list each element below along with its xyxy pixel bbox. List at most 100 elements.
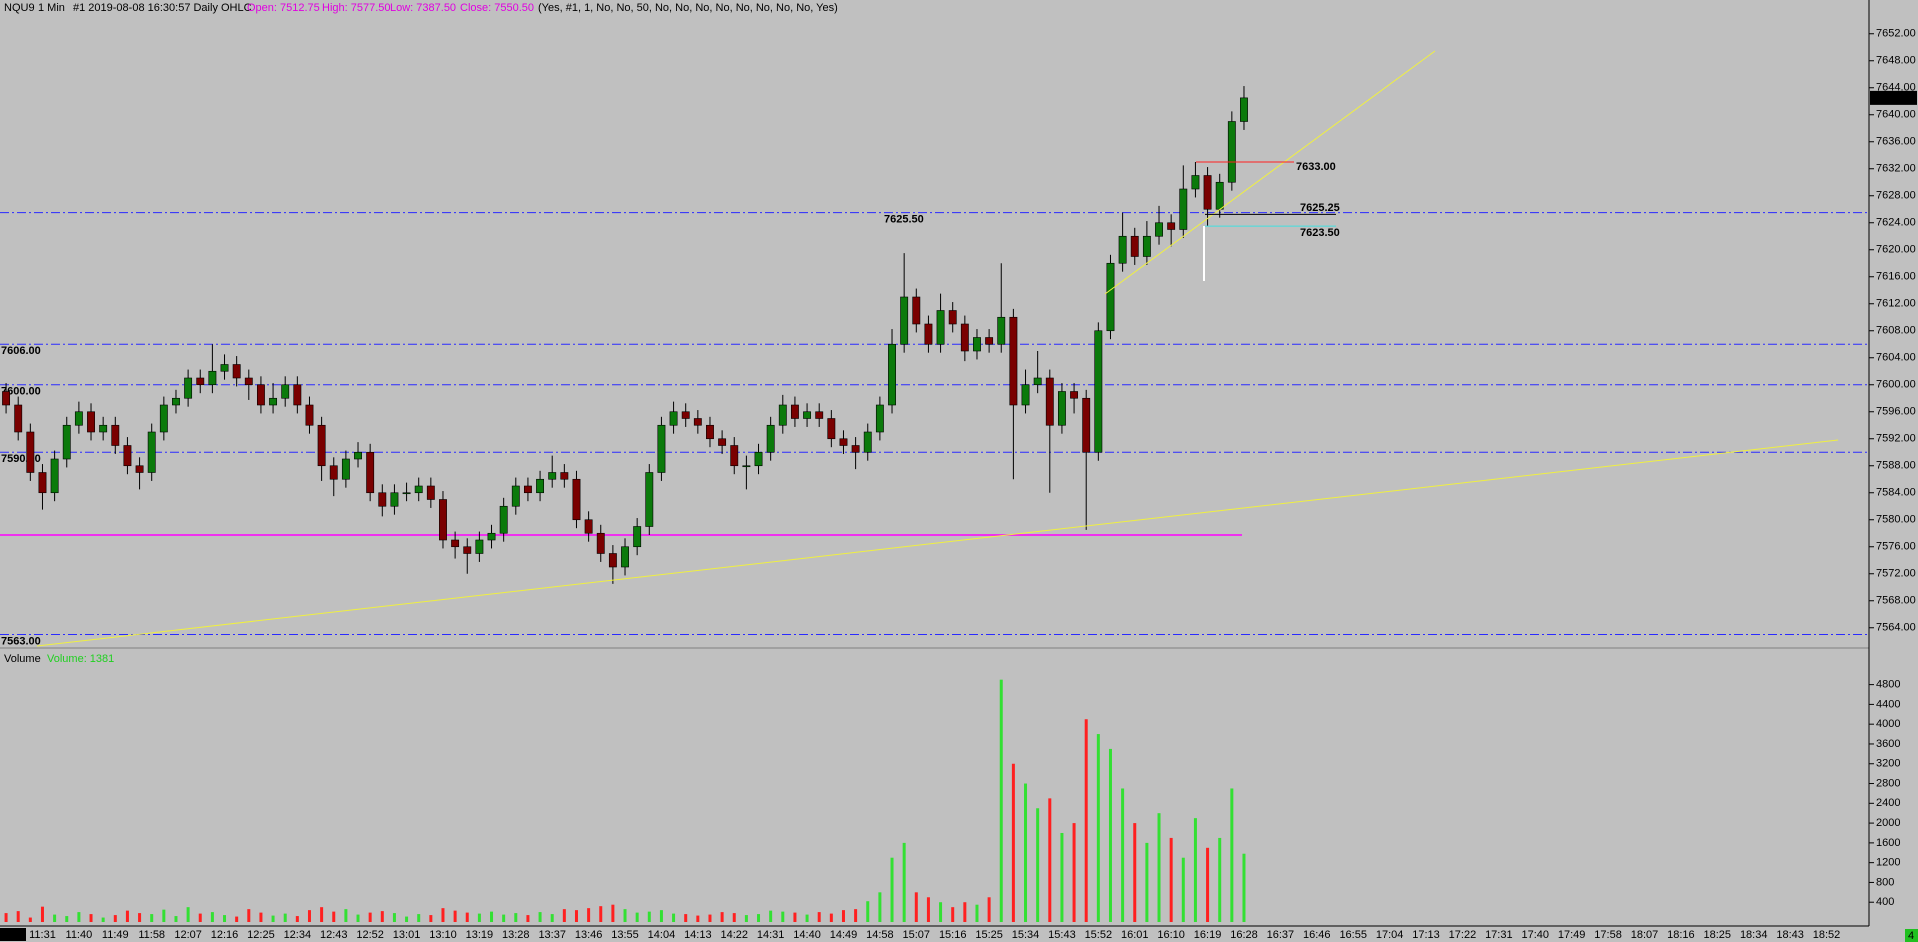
candle-body [766,424,775,453]
x-tick-label: 13:28 [502,929,530,941]
x-tick-label: 17:31 [1485,929,1513,941]
volume-bar [40,906,44,922]
x-tick-label: 16:55 [1339,929,1367,941]
volume-bar [1206,847,1210,922]
candle-body [463,546,472,554]
candle-body [948,310,957,325]
y-tick-label: 4400 [1876,698,1900,710]
volume-bar [538,912,542,922]
volume-bar [368,912,372,922]
y-tick-label: 7632.00 [1876,163,1916,175]
symbol: NQU9 [4,2,35,14]
y-tick-label: 7596.00 [1876,406,1916,418]
volume-bar [1157,813,1161,922]
marker-label: 7633.00 [1296,161,1336,173]
x-tick-label: 18:52 [1813,929,1841,941]
y-tick-label: 4000 [1876,718,1900,730]
volume-bar [198,913,202,922]
y-tick-label: 7580.00 [1876,514,1916,526]
volume-bar [344,909,348,922]
volume-bar [611,904,615,922]
candle-body [390,492,399,507]
volume-bar [283,913,287,922]
volume-bar [1169,837,1173,922]
candle-body [900,296,909,345]
volume-bar [854,909,858,922]
x-tick-label: 12:25 [247,929,275,941]
volume-bar [1133,823,1137,922]
y-tick-label: 7648.00 [1876,55,1916,67]
candle-body [706,424,714,440]
candle-body [1106,262,1115,332]
volume-bar [356,914,360,922]
corner-box [1905,929,1918,942]
candle-body [329,465,338,480]
volume-bar [684,914,688,922]
x-tick-label: 9-8-8 [0,929,26,941]
corner-text: 4 [1908,930,1914,942]
candle-body [269,397,278,406]
ohlc-low: Low: 7387.50 [390,2,456,14]
volume-bar [587,908,591,922]
volume-bar [720,912,724,922]
volume-layer [4,679,1246,922]
y-tick-label: 2000 [1876,817,1900,829]
y-tick-label: 4800 [1876,679,1900,691]
candle-body [14,404,23,433]
candle-body [232,364,241,379]
y-tick-label: 7588.00 [1876,460,1916,472]
y-tick-label: 2400 [1876,797,1900,809]
candle-body [499,505,508,534]
volume-title: Volume [4,653,41,665]
x-tick-label: 14:40 [793,929,821,941]
volume-bar [769,910,773,922]
candle-body [936,310,945,345]
volume-bar [866,901,870,922]
interval: 1 Min [38,2,65,14]
x-tick-label: 17:58 [1594,929,1622,941]
x-tick-label: 13:37 [538,929,566,941]
candle-body [147,431,156,473]
volume-bar [599,906,603,922]
level-label: 7563.00 [1,635,41,647]
volume-bar [125,910,129,922]
candle-body [997,316,1006,345]
candle-body [402,492,411,495]
candle-body [1203,175,1212,210]
x-tick-label: 14:04 [648,929,676,941]
trend-line [1104,50,1436,295]
volume-bar [550,914,554,922]
header: NQU9 1 Min #1 2019-08-08 16:30:57 Daily … [4,2,838,14]
y-tick-label: 7644.00 [1876,82,1916,94]
y-tick-label: 7640.00 [1876,109,1916,121]
candle-body [123,445,132,467]
volume-bar [295,916,299,922]
volume-bar [890,857,894,922]
volume-bar [1072,823,1076,922]
candle-body [1191,175,1200,190]
ohlc-open: Open: 7512.75 [247,2,320,14]
level-label: 7600.00 [1,386,41,398]
volume-bar [805,914,809,922]
x-tick-label: 14:13 [684,929,712,941]
candle-body [985,337,994,345]
x-tick-label: 11:40 [66,929,93,941]
candle-body [548,472,557,480]
y-tick-label: 7612.00 [1876,298,1916,310]
candle-body [669,411,678,426]
volume-bar [477,913,481,922]
y-tick-label: 400 [1876,896,1894,908]
candle-body [305,404,314,426]
level-layer: 7606.00 7600.00 7590.00 7563.00 7625.50 [0,212,1869,647]
x-tick-label: 16:46 [1303,929,1331,941]
candle-body [1009,316,1018,406]
candle-body [1240,97,1248,122]
volume-bar [417,914,421,922]
candle-body [439,499,447,541]
y-tick-label: 1200 [1876,857,1900,869]
candle-body [111,424,120,446]
axis-layer: 7564.00 7568.00 7572.00 7576.00 7580.00 7584.… [0,28,1917,941]
volume-bar [939,902,943,922]
